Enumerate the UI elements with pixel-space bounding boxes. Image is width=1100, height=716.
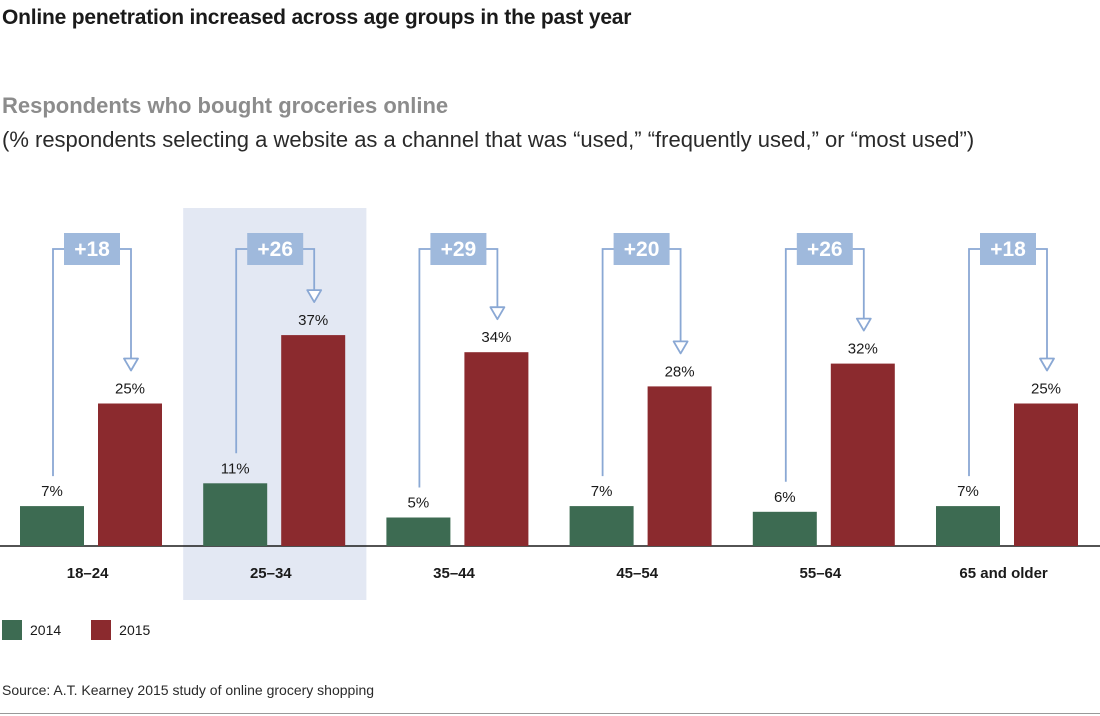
category-label-45-54: 45–54 (616, 565, 658, 582)
bar-2014-25-34 (203, 483, 268, 546)
delta-box-45-54 (613, 233, 670, 265)
delta-label-45-54: +20 (624, 238, 660, 261)
delta-label-18-24: +18 (74, 238, 110, 261)
bar-2014-35-44 (386, 517, 451, 546)
data-label-2015-25-34: 37% (298, 312, 328, 329)
delta-box-65-and-older (980, 233, 1036, 265)
bar-2015-55-64 (830, 363, 895, 546)
delta-box-18-24 (64, 233, 120, 265)
legend-label-2014: 2014 (30, 622, 62, 638)
data-label-2014-25-34: 11% (221, 460, 250, 477)
category-label-35-44: 35–44 (433, 565, 475, 582)
legend-item-2015: 2015 (91, 620, 150, 640)
bar-2014-45-54 (569, 506, 634, 546)
category-label-55-64: 55–64 (800, 565, 842, 582)
legend-label-2015: 2015 (119, 622, 151, 638)
source-note: Source: A.T. Kearney 2015 study of onlin… (2, 682, 375, 698)
data-label-2015-18-24: 25% (115, 381, 145, 398)
bar-2014-65-and-older (936, 506, 1000, 546)
data-label-2015-55-64: 32% (848, 341, 878, 358)
data-label-2015-65-and-older: 25% (1031, 381, 1061, 398)
delta-label-25-34: +26 (257, 238, 293, 261)
change-arrowhead-45-54 (672, 340, 689, 355)
bar-2015-25-34 (281, 335, 346, 546)
legend-item-2014: 2014 (2, 620, 61, 640)
change-arrowhead-18-24 (123, 357, 139, 372)
data-label-2014-55-64: 6% (774, 489, 796, 506)
legend-swatch-2014 (2, 620, 22, 640)
chart-description: (% respondents selecting a website as a … (2, 127, 975, 152)
bar-2015-18-24 (98, 403, 162, 546)
delta-box-35-44 (430, 233, 487, 265)
data-label-2015-45-54: 28% (665, 363, 695, 380)
delta-label-55-64: +26 (807, 238, 843, 261)
data-label-2014-45-54: 7% (591, 483, 613, 500)
legend-swatch-2015 (91, 620, 112, 640)
category-label-25-34: 25–34 (250, 565, 292, 582)
data-label-2014-35-44: 5% (408, 495, 430, 512)
bottom-divider (0, 713, 1100, 714)
data-label-2014-18-24: 7% (41, 483, 63, 500)
delta-box-25-34 (247, 233, 304, 265)
bar-2014-18-24 (20, 506, 84, 546)
bar-2014-55-64 (752, 511, 817, 546)
data-label-2014-65-and-older: 7% (957, 483, 979, 500)
legend: 2014 2015 (2, 620, 180, 640)
delta-label-65-and-older: +18 (990, 238, 1026, 261)
change-arrowhead-55-64 (855, 317, 872, 332)
bar-2015-65-and-older (1014, 403, 1078, 546)
category-label-65-and-older: 65 and older (959, 565, 1048, 582)
bar-2015-45-54 (647, 386, 712, 546)
bar-2015-35-44 (464, 352, 529, 546)
chart-title: Online penetration increased across age … (2, 6, 632, 29)
chart-subtitle: Respondents who bought groceries online (2, 93, 449, 118)
category-label-18-24: 18–24 (67, 565, 109, 582)
change-arrowhead-65-and-older (1039, 357, 1055, 372)
data-label-2015-35-44: 34% (481, 329, 511, 346)
delta-label-35-44: +29 (441, 238, 477, 261)
change-arrowhead-25-34 (306, 289, 323, 303)
delta-box-55-64 (796, 233, 853, 265)
change-arrowhead-35-44 (489, 306, 506, 321)
